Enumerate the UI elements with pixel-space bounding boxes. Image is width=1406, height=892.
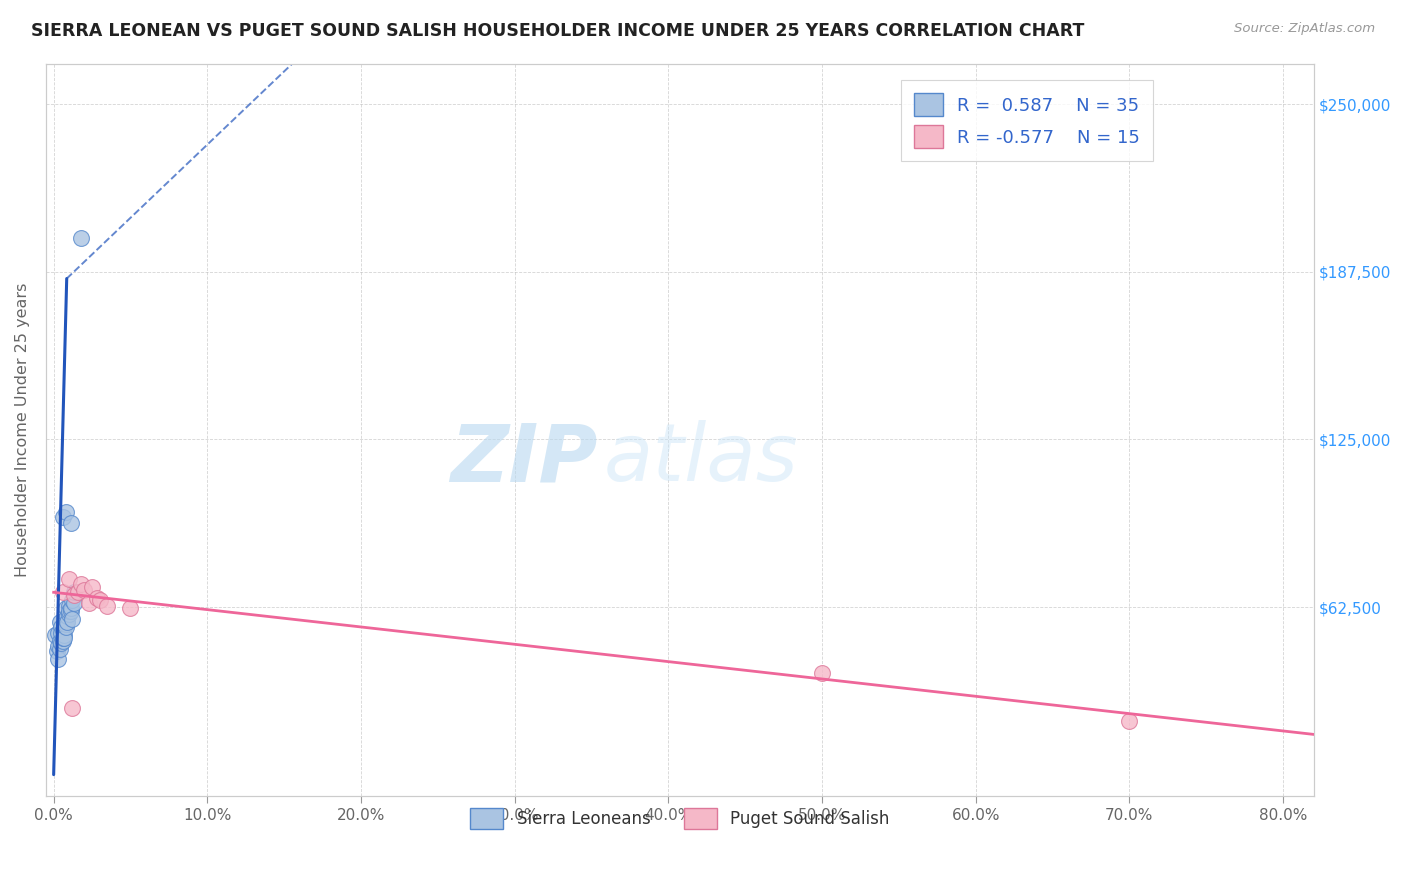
Point	[73, 582, 96, 597]
Text: Source: ZipAtlas.com: Source: ZipAtlas.com	[1234, 22, 1375, 36]
Point	[52, 631, 75, 645]
Point	[58, 607, 80, 621]
Point	[60, 700, 83, 714]
Point	[120, 601, 142, 615]
Point	[86, 591, 108, 605]
Text: ZIP: ZIP	[450, 420, 598, 499]
Point	[44, 628, 66, 642]
Point	[58, 572, 80, 586]
Point	[49, 633, 72, 648]
Point	[55, 620, 77, 634]
Point	[89, 593, 111, 607]
Point	[58, 604, 80, 618]
Point	[59, 516, 82, 530]
Point	[55, 617, 77, 632]
Point	[80, 580, 103, 594]
Point	[811, 665, 834, 680]
Point	[52, 633, 75, 648]
Legend: Sierra Leoneans, Puget Sound Salish: Sierra Leoneans, Puget Sound Salish	[464, 802, 897, 835]
Point	[49, 615, 72, 629]
Point	[53, 631, 76, 645]
Point	[56, 609, 79, 624]
Text: atlas: atlas	[603, 420, 799, 499]
Point	[77, 596, 100, 610]
Point	[51, 636, 73, 650]
Point	[60, 593, 83, 607]
Point	[96, 599, 118, 613]
Point	[52, 585, 75, 599]
Text: SIERRA LEONEAN VS PUGET SOUND SALISH HOUSEHOLDER INCOME UNDER 25 YEARS CORRELATI: SIERRA LEONEAN VS PUGET SOUND SALISH HOU…	[31, 22, 1084, 40]
Point	[59, 604, 82, 618]
Point	[49, 641, 72, 656]
Point	[1118, 714, 1140, 728]
Point	[62, 585, 84, 599]
Point	[46, 652, 69, 666]
Point	[56, 615, 79, 629]
Point	[58, 599, 80, 613]
Point	[51, 625, 73, 640]
Point	[53, 617, 76, 632]
Point	[46, 625, 69, 640]
Point	[62, 596, 84, 610]
Y-axis label: Householder Income Under 25 years: Householder Income Under 25 years	[15, 283, 30, 577]
Point	[55, 505, 77, 519]
Point	[67, 585, 90, 599]
Point	[70, 231, 93, 245]
Point	[45, 644, 67, 658]
Point	[60, 612, 83, 626]
Point	[52, 623, 75, 637]
Point	[52, 510, 75, 524]
Point	[51, 620, 73, 634]
Point	[46, 639, 69, 653]
Point	[70, 577, 93, 591]
Point	[53, 628, 76, 642]
Point	[55, 601, 77, 615]
Point	[62, 588, 84, 602]
Point	[59, 601, 82, 615]
